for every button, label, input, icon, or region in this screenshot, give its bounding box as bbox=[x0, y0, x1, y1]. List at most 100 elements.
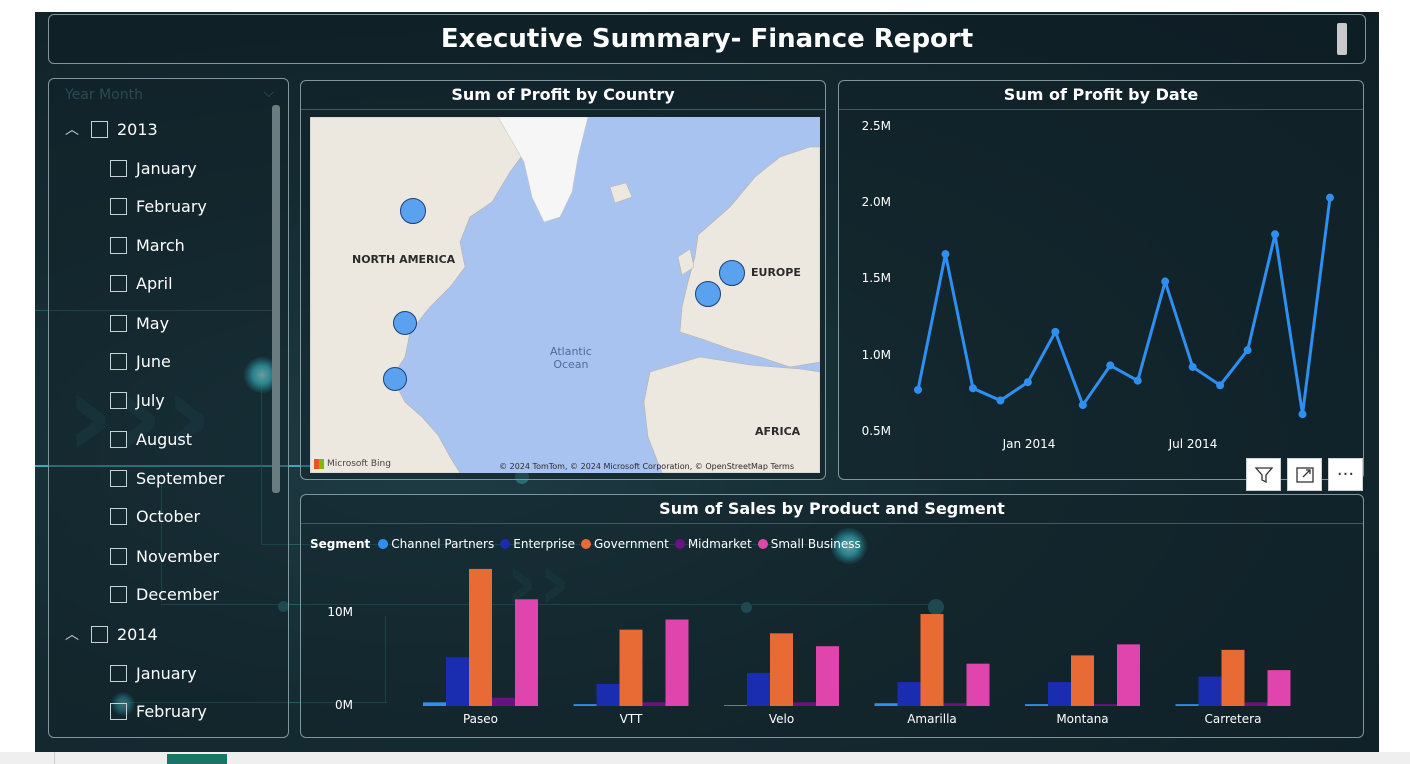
legend-item[interactable]: Government bbox=[580, 537, 669, 551]
legend-item[interactable]: Midmarket bbox=[674, 537, 752, 551]
bar[interactable] bbox=[1071, 655, 1094, 706]
profit-line-chart[interactable] bbox=[839, 81, 1365, 481]
sales-bar-chart[interactable]: Paseo VTT Velo Amarilla Montana Carretera bbox=[301, 495, 1365, 739]
checkbox[interactable] bbox=[110, 160, 127, 177]
bar[interactable] bbox=[816, 646, 839, 706]
bar[interactable] bbox=[642, 702, 666, 706]
data-point[interactable] bbox=[1298, 410, 1307, 419]
data-point[interactable] bbox=[1161, 277, 1170, 286]
checkbox[interactable] bbox=[110, 508, 127, 525]
data-point[interactable] bbox=[1078, 401, 1087, 410]
checkbox[interactable] bbox=[110, 548, 127, 565]
data-point[interactable] bbox=[968, 384, 977, 393]
country-bubble-france[interactable] bbox=[695, 281, 721, 307]
bar[interactable] bbox=[1267, 670, 1291, 706]
slicer-month-item[interactable]: September bbox=[110, 469, 224, 488]
bar[interactable] bbox=[573, 704, 597, 706]
slicer-month-item[interactable]: October bbox=[110, 507, 200, 526]
slicer-month-item[interactable]: May bbox=[110, 314, 169, 333]
bar[interactable] bbox=[897, 682, 921, 706]
slicer-month-item[interactable]: January bbox=[110, 664, 197, 683]
data-point[interactable] bbox=[1216, 381, 1225, 390]
slicer-month-item[interactable]: April bbox=[110, 274, 173, 293]
legend-item[interactable]: Channel Partners bbox=[378, 537, 494, 551]
data-point[interactable] bbox=[1243, 346, 1252, 355]
slicer-scrollbar[interactable] bbox=[272, 105, 280, 493]
checkbox[interactable] bbox=[110, 665, 127, 682]
page-tab-active[interactable] bbox=[167, 754, 227, 764]
bar[interactable] bbox=[874, 703, 898, 706]
bar[interactable] bbox=[515, 599, 538, 706]
bar[interactable] bbox=[619, 629, 643, 706]
bar[interactable] bbox=[1175, 704, 1199, 706]
more-options-icon[interactable]: ··· bbox=[1328, 458, 1363, 491]
data-point[interactable] bbox=[1051, 327, 1060, 336]
chevron-down-icon[interactable]: ⌵ bbox=[263, 85, 274, 101]
checkbox[interactable] bbox=[91, 625, 108, 643]
data-point[interactable] bbox=[1326, 193, 1334, 202]
legend-item[interactable]: Enterprise bbox=[500, 537, 575, 551]
bar[interactable] bbox=[793, 702, 816, 706]
bar[interactable] bbox=[492, 697, 515, 706]
chevron-up-icon[interactable]: ︿ bbox=[65, 122, 79, 138]
slicer-month-item[interactable]: June bbox=[110, 352, 171, 371]
profit-series-line[interactable] bbox=[916, 197, 1332, 415]
bar[interactable] bbox=[665, 619, 689, 706]
bar[interactable] bbox=[1094, 704, 1117, 706]
bar[interactable] bbox=[770, 633, 793, 706]
data-point[interactable] bbox=[996, 396, 1005, 405]
bar[interactable] bbox=[724, 705, 747, 706]
checkbox[interactable] bbox=[110, 431, 127, 448]
slicer-year-item[interactable]: ︿ 2014 bbox=[65, 624, 158, 644]
checkbox[interactable] bbox=[110, 470, 127, 487]
bar[interactable] bbox=[423, 702, 446, 706]
bar[interactable] bbox=[469, 568, 492, 706]
slicer-month-item[interactable]: December bbox=[110, 585, 219, 604]
checkbox[interactable] bbox=[110, 275, 127, 292]
legend-item[interactable]: Small Business bbox=[757, 537, 861, 551]
data-point[interactable] bbox=[941, 250, 950, 259]
checkbox[interactable] bbox=[110, 392, 127, 409]
data-point[interactable] bbox=[1106, 361, 1115, 370]
country-bubble-mexico[interactable] bbox=[383, 367, 407, 391]
slicer-month-item[interactable]: July bbox=[110, 391, 165, 410]
bar[interactable] bbox=[1117, 644, 1140, 706]
checkbox[interactable] bbox=[91, 120, 108, 138]
title-scroll-handle[interactable] bbox=[1337, 23, 1347, 55]
country-bubble-canada[interactable] bbox=[400, 198, 426, 224]
checkbox[interactable] bbox=[110, 237, 127, 254]
checkbox[interactable] bbox=[110, 198, 127, 215]
bar[interactable] bbox=[1244, 702, 1268, 706]
slicer-month-item[interactable]: February bbox=[110, 197, 207, 216]
focus-mode-icon[interactable] bbox=[1287, 458, 1322, 491]
bar[interactable] bbox=[1221, 649, 1245, 706]
data-point[interactable] bbox=[1271, 230, 1280, 239]
bar[interactable] bbox=[747, 672, 770, 706]
bar[interactable] bbox=[966, 663, 990, 706]
bar[interactable] bbox=[1048, 682, 1071, 706]
checkbox[interactable] bbox=[110, 315, 127, 332]
slicer-month-item[interactable]: November bbox=[110, 547, 219, 566]
checkbox[interactable] bbox=[110, 586, 127, 603]
slicer-month-item[interactable]: February bbox=[110, 702, 207, 721]
slicer-month-item[interactable]: August bbox=[110, 430, 192, 449]
bar[interactable] bbox=[920, 614, 944, 706]
data-point[interactable] bbox=[1133, 376, 1142, 385]
slicer-year-item[interactable]: ︿ 2013 bbox=[65, 119, 158, 139]
bar[interactable] bbox=[446, 657, 469, 706]
data-point[interactable] bbox=[914, 385, 922, 394]
chevron-up-icon[interactable]: ︿ bbox=[65, 627, 79, 643]
country-bubble-germany[interactable] bbox=[719, 260, 745, 286]
data-point[interactable] bbox=[1188, 362, 1197, 371]
slicer-month-item[interactable]: January bbox=[110, 159, 197, 178]
checkbox[interactable] bbox=[110, 703, 127, 720]
bar[interactable] bbox=[596, 683, 620, 706]
country-bubble-united-states[interactable] bbox=[393, 311, 417, 335]
bar[interactable] bbox=[943, 703, 967, 706]
slicer-month-item[interactable]: March bbox=[110, 236, 185, 255]
checkbox[interactable] bbox=[110, 353, 127, 370]
bar[interactable] bbox=[1198, 676, 1222, 706]
map-area[interactable]: NORTH AMERICA EUROPE AFRICA Atlantic Oce… bbox=[310, 117, 820, 473]
data-point[interactable] bbox=[1023, 378, 1032, 387]
filter-icon[interactable] bbox=[1246, 458, 1281, 491]
